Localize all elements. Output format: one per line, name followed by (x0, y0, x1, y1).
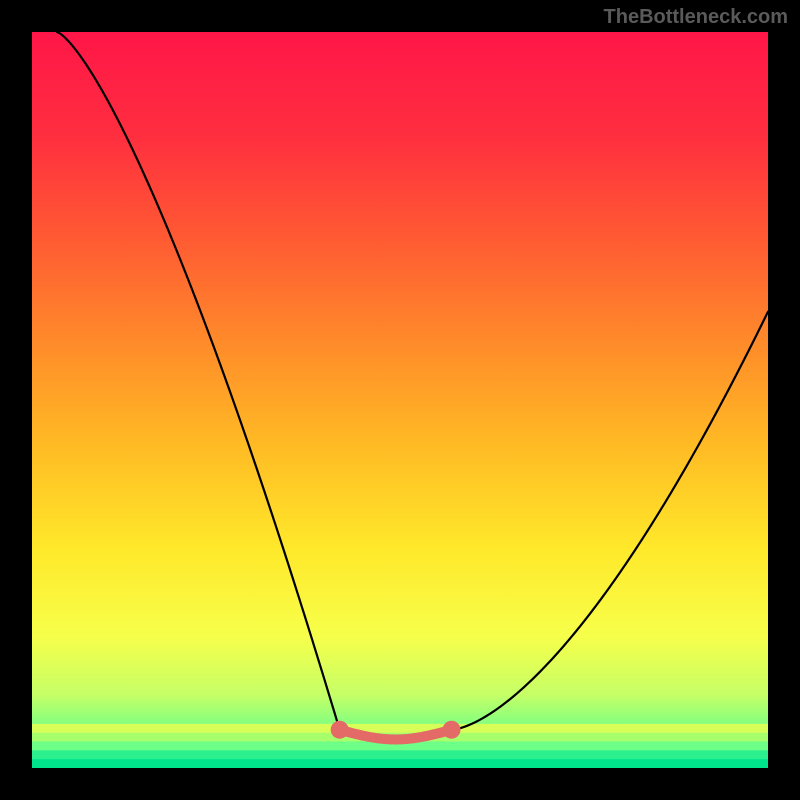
watermark-text: TheBottleneck.com (604, 6, 788, 29)
chart-canvas: TheBottleneck.com (0, 0, 800, 800)
plot-frame (32, 32, 768, 768)
plot-svg (32, 32, 768, 768)
